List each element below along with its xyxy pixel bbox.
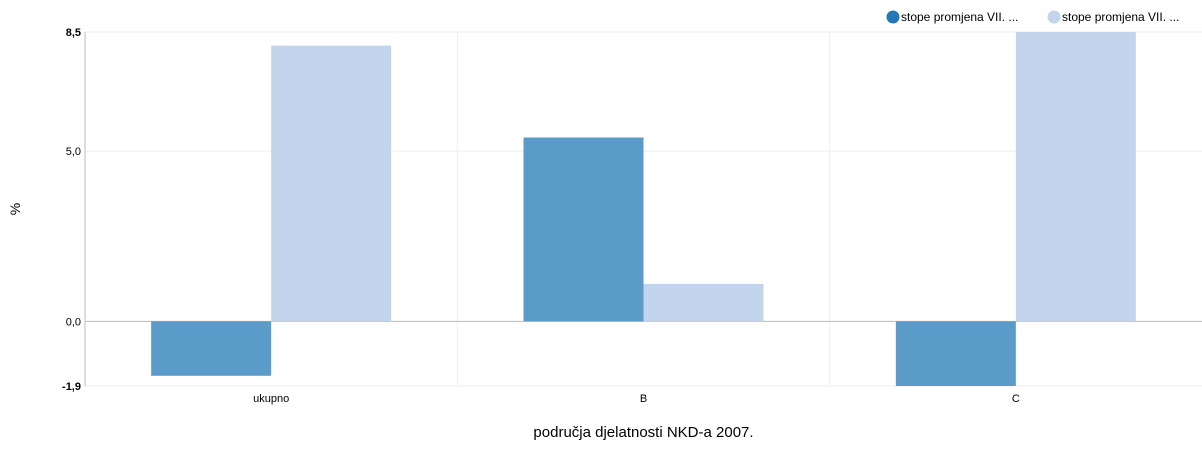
legend-swatch-series-2: [1047, 10, 1061, 24]
x-tick-label: C: [1012, 393, 1020, 405]
x-tick-label: B: [640, 393, 647, 405]
legend: stope promjena VII. ... stope promjena VI…: [886, 10, 1179, 24]
bar-series1-ukupno: [151, 321, 272, 376]
legend-swatch-series-1: [886, 10, 900, 24]
legend-label-series-1: stope promjena VII. ...: [901, 10, 1018, 24]
y-tick-label: -1,9: [62, 381, 81, 393]
y-tick-label: 8,5: [66, 27, 81, 39]
bar-series2-c: [1015, 32, 1136, 322]
y-tick-label: 0,0: [66, 316, 81, 328]
legend-label-series-2: stope promjena VII. ...: [1062, 10, 1179, 24]
x-tick-label: ukupno: [253, 393, 289, 405]
bar-series2-ukupno: [271, 45, 392, 322]
bar-series1-b: [523, 137, 644, 322]
x-axis-title: područja djelatnosti NKD-a 2007.: [533, 424, 753, 441]
y-axis-title: %: [7, 203, 23, 215]
bar-series1-c: [895, 321, 1016, 386]
y-tick-label: 5,0: [66, 146, 81, 158]
bar-series2-b: [643, 283, 764, 322]
